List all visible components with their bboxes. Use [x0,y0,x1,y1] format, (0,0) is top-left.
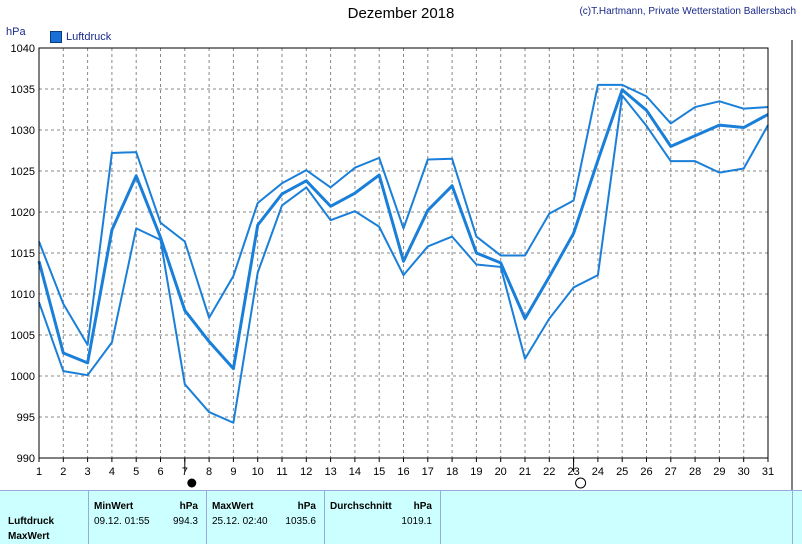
series-lines [37,83,769,424]
x-tick-label: 3 [85,466,91,478]
series-line-max [38,83,769,346]
moon-markers [184,458,587,489]
x-tick-label: 28 [689,466,701,478]
y-tick-label: 1000 [11,371,35,383]
y-tick-label: 1020 [11,207,35,219]
x-tick-label: 14 [349,466,361,478]
x-tick-label: 25 [616,466,628,478]
x-tick-label: 26 [640,466,652,478]
avg-header: Durchschnitt [330,501,392,512]
x-tick-label: 16 [397,466,409,478]
x-tick-label: 17 [422,466,434,478]
y-tick-label: 1010 [11,289,35,301]
x-tick-label: 31 [762,466,774,478]
new-moon-icon [187,478,197,488]
avg-unit: hPa [413,501,432,512]
full-moon-icon [575,477,587,489]
series-line-min [38,94,769,424]
y-axis-ticks: 990 995 1000 1005 1010 1015 1020 1025 1030 1035 10… [11,43,35,465]
legend-label: Luftdruck [66,31,112,43]
y-tick-label: 1015 [11,248,35,260]
y-tick-label: 1005 [11,330,35,342]
min-time: 09.12. 01:55 [94,516,150,527]
x-tick-label: 12 [300,466,312,478]
x-tick-label: 11 [276,466,287,478]
y-tick-label: 990 [17,453,35,465]
table-max-cell: MaxWert hPa 25.12. 02:40 1035.6 [206,491,325,544]
min-unit: hPa [179,501,198,512]
grid [39,48,768,458]
y-axis-unit: hPa [6,26,26,38]
x-axis-ticks: 1234567891011121314151617181920212223242… [36,458,774,478]
y-tick-label: 1040 [11,43,35,55]
credit-text: (c)T.Hartmann, Private Wetterstation Bal… [579,6,796,17]
min-value: 994.3 [172,516,198,527]
pressure-chart: 9909951000100510101015102010251030103510… [11,40,793,490]
x-tick-label: 1 [36,466,42,478]
x-tick-label: 21 [519,466,531,478]
table-min-cell: MinWert hPa 09.12. 01:55 994.3 [88,491,207,544]
x-tick-label: 15 [373,466,385,478]
row-label-luftdruck: Luftdruck [8,516,55,527]
y-tick-label: 995 [17,412,35,424]
min-header: MinWert [94,501,134,512]
row-label-maxwert: MaxWert [8,531,50,542]
stats-table: Luftdruck MaxWert MinWert hPa 09.12. 01:… [0,490,802,544]
y-tick-label: 1025 [11,166,35,178]
y-tick-label: 1030 [11,125,35,137]
max-time: 25.12. 02:40 [212,516,268,527]
x-tick-label: 4 [109,466,115,478]
x-tick-label: 19 [470,466,482,478]
x-tick-label: 6 [157,466,163,478]
x-tick-label: 22 [543,466,555,478]
series-line-mean [37,88,769,371]
chart-title: Dezember 2018 [347,5,455,22]
plot-frame [38,47,769,459]
max-header: MaxWert [212,501,254,512]
max-value: 1035.6 [285,516,316,527]
legend-swatch [50,31,62,43]
x-tick-label: 30 [738,466,750,478]
max-unit: hPa [297,501,316,512]
x-tick-label: 18 [446,466,458,478]
x-tick-label: 29 [713,466,725,478]
x-tick-label: 2 [60,466,66,478]
x-tick-label: 13 [324,466,336,478]
x-tick-label: 8 [206,466,212,478]
x-tick-label: 20 [495,466,507,478]
x-tick-label: 27 [665,466,677,478]
legend: Luftdruck [50,31,111,43]
table-empty-cell [440,491,793,544]
avg-value: 1019.1 [401,516,432,527]
table-avg-cell: Durchschnitt hPa 1019.1 [324,491,441,544]
y-tick-label: 1035 [11,84,35,96]
x-tick-label: 9 [230,466,236,478]
x-tick-label: 24 [592,466,604,478]
x-tick-label: 5 [133,466,139,478]
table-label-cell: Luftdruck MaxWert [0,491,89,544]
x-tick-label: 10 [252,466,264,478]
